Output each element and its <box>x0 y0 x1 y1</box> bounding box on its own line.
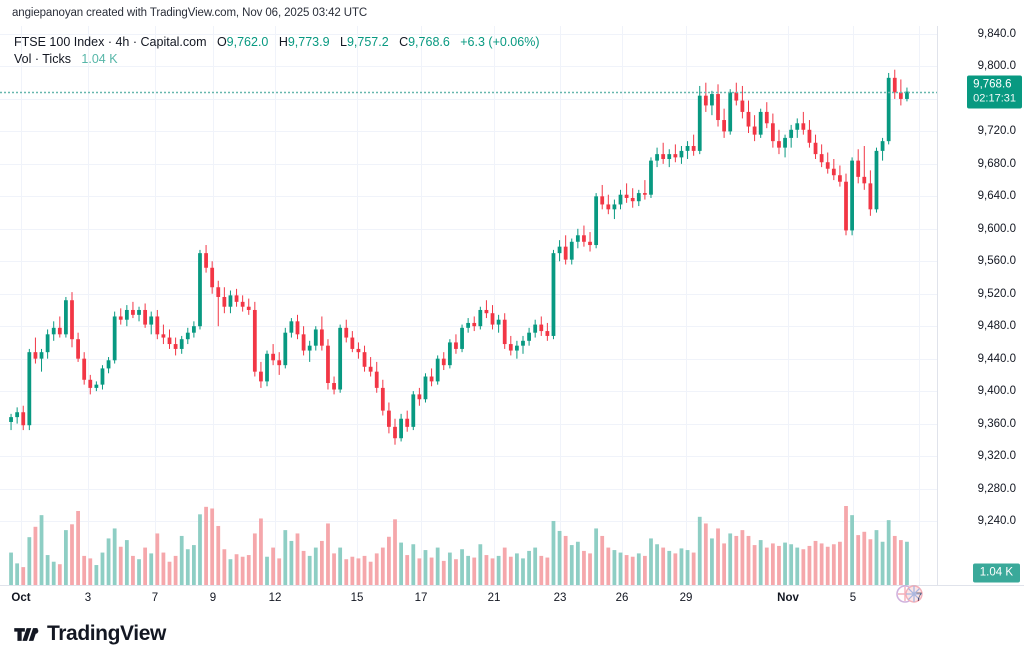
chart-pane[interactable]: FTSE 100 Index · 4h · Capital.com O9,762… <box>0 26 1024 603</box>
price-axis-label: 9,280.0 <box>977 482 1016 495</box>
grid-lines <box>0 26 938 585</box>
price-axis-label: 9,360.0 <box>977 417 1016 430</box>
time-axis-label: 7 <box>916 592 922 604</box>
price-axis-label: 9,840.0 <box>977 28 1016 40</box>
time-axis-label: 3 <box>84 592 92 604</box>
candles <box>9 69 909 445</box>
time-axis-label: 29 <box>679 592 693 604</box>
time-axis-label: 5 <box>849 592 857 604</box>
price-badge-countdown: 02:17:31 <box>973 92 1016 105</box>
time-axis-label: Nov <box>777 592 799 604</box>
tradingview-brand[interactable]: TradingView <box>14 622 166 646</box>
price-axis-label: 9,560.0 <box>977 255 1016 268</box>
time-axis-label: 26 <box>615 592 629 604</box>
price-axis-label: 9,720.0 <box>977 125 1016 138</box>
time-axis-label: 21 <box>487 592 501 604</box>
time-axis-label: 17 <box>414 592 428 604</box>
volume-bars <box>9 506 909 585</box>
time-axis-label: Oct <box>11 592 31 604</box>
current-price-badge[interactable]: 9,768.6 02:17:31 <box>967 75 1022 109</box>
time-axis-label: 15 <box>350 592 364 604</box>
attribution-text: angiepanoyan created with TradingView.co… <box>12 7 368 19</box>
volume-value-badge[interactable]: 1.04 K <box>972 563 1020 583</box>
plot-area[interactable] <box>0 26 938 585</box>
price-axis-label: 9,240.0 <box>977 515 1016 527</box>
tradingview-logo-icon <box>14 627 39 641</box>
price-axis-label: 9,440.0 <box>977 352 1016 365</box>
price-scale[interactable]: 9,840.09,800.09,760.09,720.09,680.09,640… <box>937 26 1024 585</box>
price-axis-label: 9,640.0 <box>977 190 1016 203</box>
time-axis-label: 9 <box>209 592 217 604</box>
price-badge-value: 9,768.6 <box>973 78 1012 91</box>
time-axis-label: 7 <box>151 592 159 604</box>
time-axis-label: 23 <box>553 592 567 604</box>
price-axis-label: 9,680.0 <box>977 157 1016 170</box>
price-axis-label: 9,800.0 <box>977 60 1016 73</box>
uk-flag-icon <box>896 585 923 603</box>
brand-name: TradingView <box>47 622 166 645</box>
price-axis-label: 9,320.0 <box>977 450 1016 463</box>
candlestick-svg <box>0 26 938 585</box>
time-axis-label: 12 <box>268 592 282 604</box>
price-axis-label: 9,600.0 <box>977 222 1016 235</box>
time-scale[interactable]: Oct 3 7 9 12 15 17 21 23 26 29 Nov 5 7 <box>0 585 1024 616</box>
price-axis-label: 9,400.0 <box>977 385 1016 398</box>
price-axis-label: 9,480.0 <box>977 320 1016 333</box>
price-axis-label: 9,520.0 <box>977 287 1016 300</box>
